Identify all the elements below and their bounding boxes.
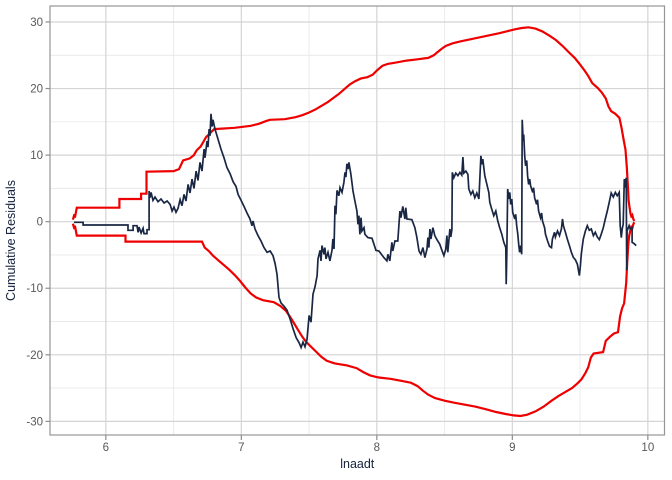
simulated-envelope-upper-line — [71, 26, 636, 222]
y-axis-title: Cumulative Residuals — [4, 180, 18, 301]
y-tick-label: 10 — [30, 150, 43, 162]
x-tick-label: 10 — [641, 442, 654, 454]
x-tick-label: 8 — [374, 442, 380, 454]
y-tick-label: 0 — [37, 217, 43, 229]
y-tick-label: -20 — [26, 350, 43, 362]
x-tick-label: 6 — [103, 442, 109, 454]
panel-border — [49, 5, 666, 436]
simulated-envelope-lower-line — [71, 221, 636, 418]
y-tick-label: -10 — [26, 283, 43, 295]
y-tick-label: -30 — [26, 416, 43, 428]
y-tick-label: 30 — [30, 17, 43, 29]
x-tick-label: 7 — [238, 442, 244, 454]
x-axis-title: lnaadt — [340, 457, 375, 471]
cumulative-residuals-line — [74, 113, 637, 350]
y-tick-label: 20 — [30, 84, 43, 96]
x-tick-label: 9 — [509, 442, 515, 454]
